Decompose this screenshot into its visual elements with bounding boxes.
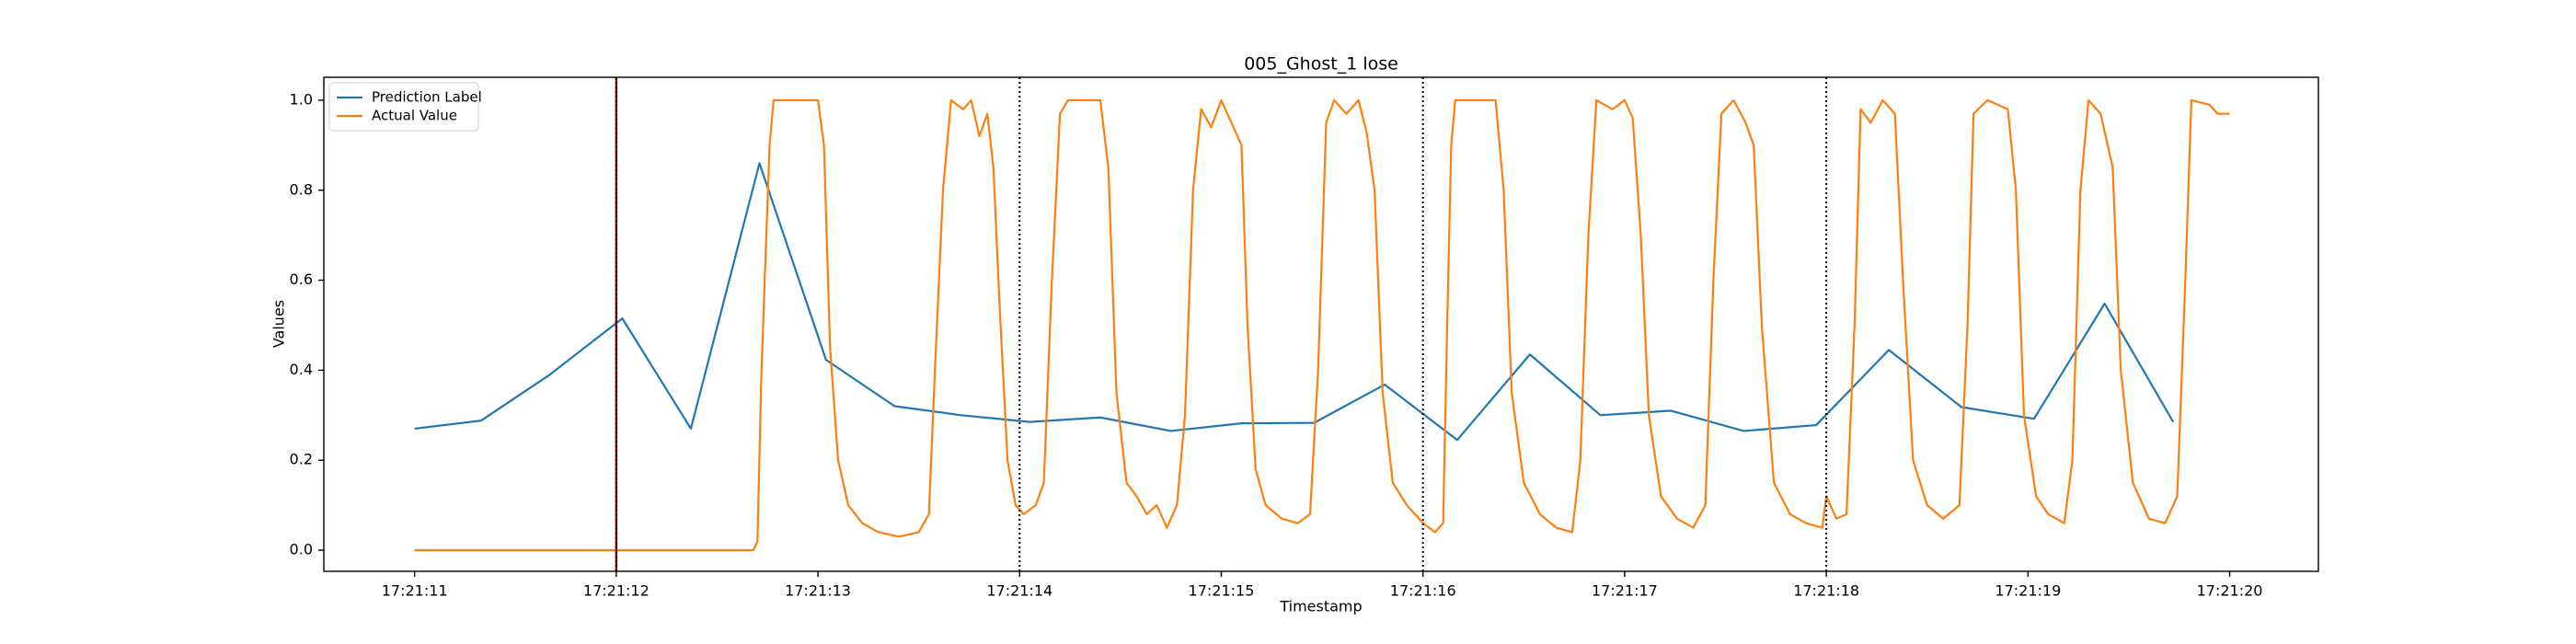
- x-tick-label: 17:21:20: [2197, 582, 2263, 600]
- legend-box: [328, 82, 479, 132]
- x-tick-label: 17:21:19: [1995, 582, 2061, 600]
- plot-frame: [323, 76, 2319, 572]
- x-tick-label: 17:21:15: [1189, 582, 1255, 600]
- x-tick-label: 17:21:12: [583, 582, 650, 600]
- y-tick-label: 0.8: [290, 180, 313, 198]
- series-line: [414, 98, 2230, 552]
- series-line: [414, 162, 2175, 442]
- x-tick-label: 17:21:17: [1592, 582, 1658, 600]
- x-tick-label: 17:21:18: [1793, 582, 1859, 600]
- x-tick-label: 17:21:14: [986, 582, 1052, 600]
- x-tick-label: 17:21:16: [1390, 582, 1456, 600]
- y-axis-label: Values: [270, 300, 288, 348]
- chart-title: 005_Ghost_1 lose: [1244, 54, 1398, 75]
- y-tick-label: 0.4: [290, 361, 313, 378]
- y-tick-label: 0.0: [290, 541, 313, 558]
- x-tick-label: 17:21:11: [382, 582, 448, 600]
- y-tick-label: 1.0: [290, 90, 313, 108]
- y-tick-label: 0.6: [290, 270, 313, 288]
- x-tick-label: 17:21:13: [785, 582, 851, 600]
- y-tick-label: 0.2: [290, 451, 313, 468]
- x-axis-label: Timestamp: [1279, 598, 1362, 615]
- legend-label: Prediction Label: [372, 89, 482, 106]
- legend-label: Actual Value: [372, 108, 457, 124]
